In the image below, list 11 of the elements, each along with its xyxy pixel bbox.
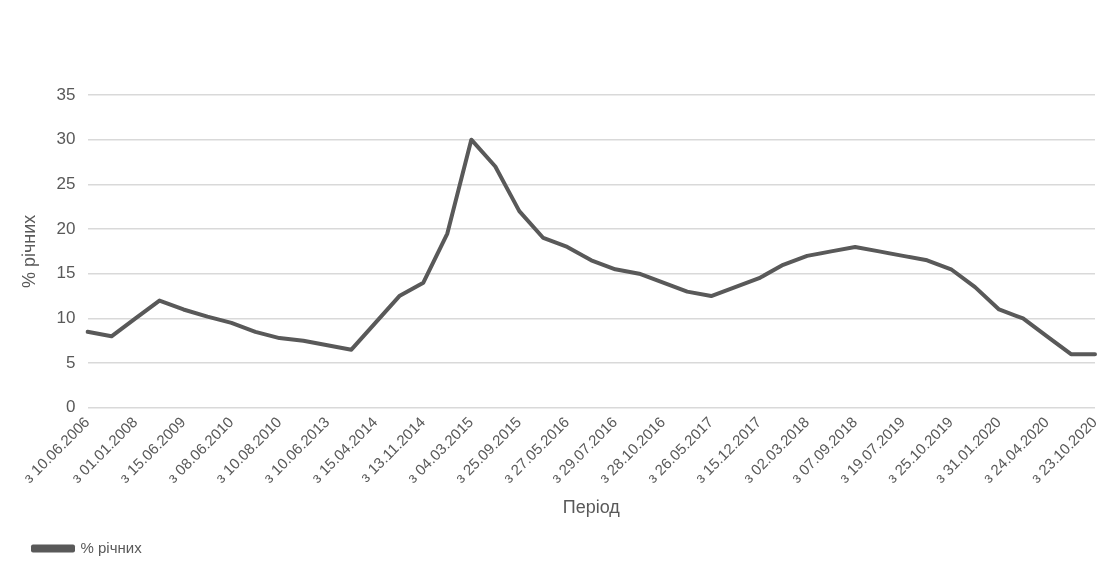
x-axis-title: Період bbox=[562, 497, 621, 518]
y-tick-label: 15 bbox=[56, 263, 76, 283]
y-tick-label: 10 bbox=[56, 308, 76, 328]
y-tick-label: 5 bbox=[66, 352, 76, 372]
y-tick-label: 35 bbox=[56, 84, 76, 104]
legend-label: % річних bbox=[80, 538, 143, 556]
y-axis-title: % річних bbox=[18, 214, 39, 289]
y-tick-label: 0 bbox=[66, 397, 76, 417]
y-tick-label: 20 bbox=[56, 218, 76, 238]
y-tick-label: 30 bbox=[56, 129, 76, 149]
y-tick-label: 25 bbox=[56, 174, 76, 194]
